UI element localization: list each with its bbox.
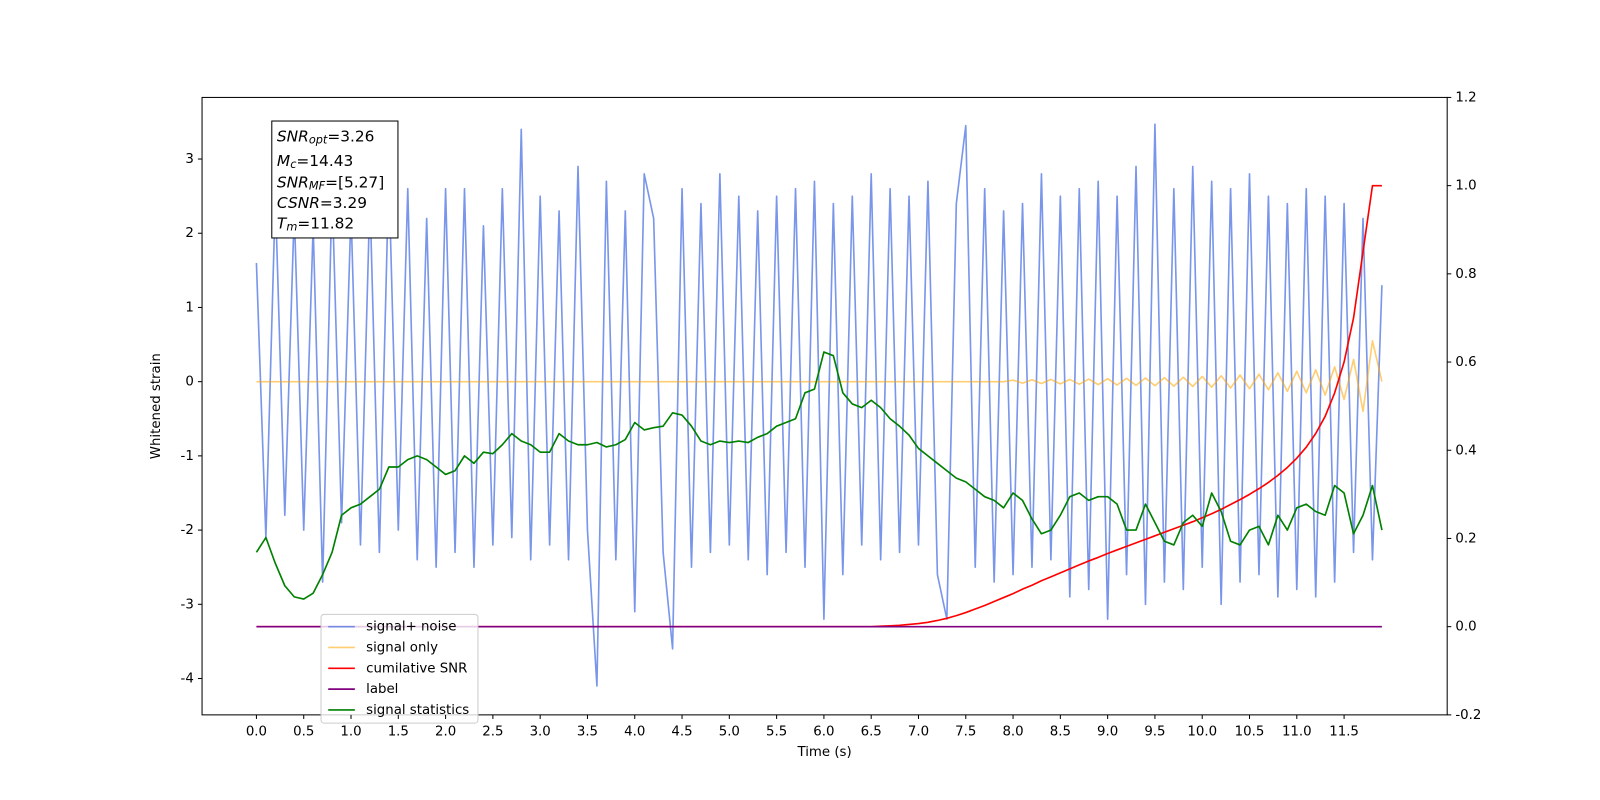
y2-tick-label: 0.4 [1455,443,1476,458]
legend: signal+ noise signal only cumilative SNR la… [320,613,479,724]
y2-tick-label: 1.2 [1455,90,1476,105]
x-tick-label: 11.0 [1282,724,1312,739]
x-tick-label: 3.5 [577,724,598,739]
annotation-value: =[5.27] [325,173,384,191]
plot-frame [201,96,1448,716]
x-tick-label: 8.5 [1050,724,1071,739]
x-axis-label: Time (s) [797,745,852,760]
x-tick-label: 2.0 [435,724,456,739]
annotation-symbol: SNR [277,127,309,145]
annotation-symbol: M [277,152,290,170]
legend-label: signal statistics [366,703,469,718]
annotation-subscript: MF [309,180,326,193]
annotation-line: SNRopt=3.26 [277,127,375,147]
y2-tick-label: 0.0 [1455,620,1476,635]
x-tick-label: 6.5 [861,724,882,739]
x-tick-label: 0.5 [293,724,314,739]
y-tick-label: -1 [181,449,194,464]
y-tick-label: 0 [185,375,193,390]
x-tick-label: 1.5 [388,724,409,739]
annotation-value: =11.82 [297,214,354,232]
x-tick-label: 9.5 [1144,724,1165,739]
x-tick-label: 1.0 [340,724,361,739]
x-tick-label: 4.0 [624,724,645,739]
annotation-subscript: opt [309,134,328,147]
y2-tick-label: 1.0 [1455,179,1476,194]
x-tick-label: 10.5 [1235,724,1265,739]
x-tick-label: 8.0 [1002,724,1023,739]
annotation-box: SNRopt=3.26Mc=14.43SNRMF=[5.27]CSNR=3.29… [271,120,399,239]
x-tick-label: 10.0 [1187,724,1217,739]
legend-frame [320,613,479,724]
x-tick-label: 7.5 [955,724,976,739]
annotation-value: =3.29 [320,194,367,212]
annotation-line: Mc=14.43 [277,152,353,172]
series-line [255,351,1383,600]
x-tick-label: 7.0 [908,724,929,739]
y-tick-label: -4 [181,672,194,687]
y-tick-label: -2 [181,523,194,538]
legend-label: signal+ noise [366,620,456,635]
annotation-frame [271,120,399,239]
annotation-symbol: CSNR [277,194,320,212]
annotation-line: CSNR=3.29 [277,194,367,212]
x-tick-label: 11.5 [1329,724,1359,739]
x-tick-label: 3.0 [530,724,551,739]
y2-tick-label: -0.2 [1455,708,1481,723]
y2-tick-label: 0.8 [1455,267,1476,282]
annotation-value: =14.43 [296,152,353,170]
x-tick-label: 5.5 [766,724,787,739]
y-axis-label: Whitened strain [149,353,164,459]
y-tick-label: 2 [185,226,193,241]
x-tick-label: 0.0 [246,724,267,739]
series-line [255,123,1383,687]
annotation-line: SNRMF=[5.27] [277,173,384,193]
legend-label: label [366,682,398,697]
annotation-subscript: m [286,221,297,234]
x-tick-label: 9.0 [1097,724,1118,739]
x-tick-label: 5.0 [719,724,740,739]
annotation-subscript: c [290,158,297,171]
x-tick-label: 4.5 [671,724,692,739]
series-line [256,340,1383,413]
x-tick-label: 2.5 [482,724,503,739]
x-tick-label: 6.0 [813,724,834,739]
legend-label: cumilative SNR [366,661,467,676]
y-tick-label: 3 [185,152,193,167]
y-tick-label: 1 [185,300,193,315]
legend-label: signal only [366,640,438,655]
annotation-value: =3.26 [327,127,374,145]
y2-tick-label: 0.2 [1455,531,1476,546]
annotation-symbol: SNR [277,173,309,191]
y-tick-label: -3 [181,597,194,612]
annotation-line: Tm=11.82 [277,214,354,234]
y2-tick-label: 0.6 [1455,355,1476,370]
annotation-symbol: T [277,214,288,232]
